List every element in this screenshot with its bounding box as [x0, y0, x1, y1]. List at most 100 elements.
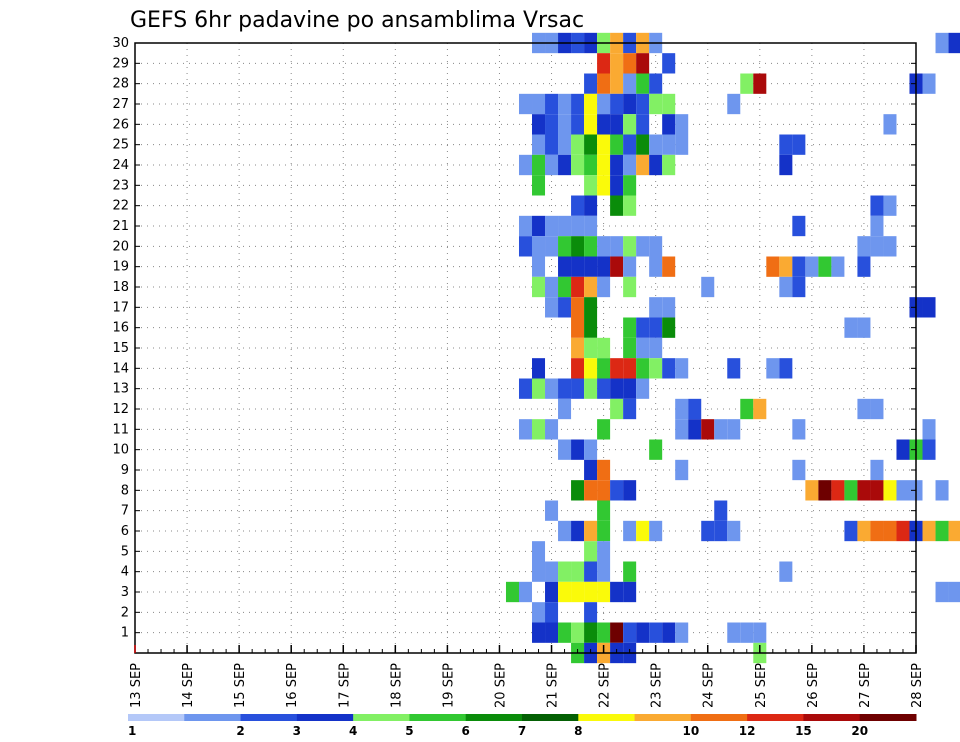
heatmap-cell [896, 439, 910, 460]
heatmap-cell [584, 581, 598, 603]
heatmap-cell [610, 480, 624, 501]
y-tick-label: 25 [112, 138, 129, 153]
heatmap-cell [779, 276, 793, 298]
x-tick-label: 19 SEP [441, 663, 456, 708]
heatmap-cell [558, 520, 572, 542]
heatmap-cell [792, 215, 806, 237]
colorbar-swatch [465, 714, 523, 721]
heatmap-cell [792, 256, 806, 277]
heatmap-cell [571, 195, 585, 216]
heatmap-cell [935, 32, 949, 54]
heatmap-cell [857, 256, 871, 277]
heatmap-cell [584, 622, 598, 643]
heatmap-cell [701, 276, 715, 298]
heatmap-cell [662, 622, 676, 643]
heatmap-cell [948, 520, 960, 542]
heatmap-cell [532, 236, 546, 257]
colorbar-label: 2 [236, 724, 244, 738]
heatmap-cell [818, 256, 832, 277]
heatmap-cell [597, 53, 611, 74]
heatmap-cell [636, 358, 650, 379]
heatmap-cell [623, 236, 637, 257]
heatmap-cell [571, 114, 585, 135]
heatmap-cell [792, 276, 806, 298]
heatmap-cell [584, 175, 598, 196]
heatmap-cell [571, 439, 585, 460]
heatmap-cell [558, 378, 572, 399]
heatmap-cell [518, 378, 533, 399]
y-axis-ticks: 1234567891011121314151617181920212223242… [112, 36, 916, 641]
heatmap-cell [636, 134, 650, 155]
heatmap-cell [545, 236, 559, 257]
heatmap-cell [558, 622, 572, 643]
heatmap-cell [623, 73, 637, 94]
colorbar-label: 15 [795, 724, 812, 738]
heatmap-cell [584, 378, 598, 399]
heatmap-cell [649, 317, 663, 338]
heatmap-cell [662, 93, 676, 115]
y-tick-label: 6 [121, 524, 129, 539]
heatmap-cell [766, 358, 780, 379]
heatmap-cell [649, 520, 663, 542]
heatmap-cell [518, 93, 533, 115]
heatmap-cell [649, 439, 663, 460]
x-tick-label: 21 SEP [546, 663, 561, 708]
y-tick-label: 7 [121, 504, 129, 519]
heatmap-cell [558, 581, 572, 603]
heatmap-cell [532, 154, 546, 176]
heatmap-cell [870, 459, 884, 481]
heatmap-cell [727, 93, 741, 115]
heatmap-cell [636, 154, 650, 176]
heatmap-cell [558, 398, 572, 420]
y-tick-label: 28 [112, 77, 129, 92]
heatmap-cell [675, 358, 689, 379]
heatmap-cell [662, 114, 676, 135]
heatmap-cell [571, 561, 585, 582]
heatmap-cell [558, 154, 572, 176]
heatmap-cell [662, 154, 676, 176]
heatmap-cell [597, 175, 611, 196]
heatmap-cell [584, 276, 598, 298]
heatmap-cell [571, 358, 585, 379]
heatmap-cell [649, 73, 663, 94]
heatmap-cell [571, 276, 585, 298]
heatmap-cell [545, 378, 559, 399]
heatmap-cell [779, 358, 793, 379]
heatmap-cell [883, 114, 897, 135]
heatmap-cell [883, 480, 897, 501]
colorbar-label: 8 [574, 724, 582, 738]
heatmap-cell [597, 256, 611, 277]
heatmap-cell [857, 317, 871, 338]
heatmap-cell [831, 480, 845, 501]
heatmap-cell [636, 53, 650, 74]
heatmap-cell [610, 175, 624, 196]
y-tick-label: 26 [112, 117, 129, 132]
colorbar-label: 5 [405, 724, 413, 738]
heatmap-cell [597, 358, 611, 379]
heatmap-cell [623, 358, 637, 379]
heatmap-cell [792, 419, 806, 440]
y-tick-label: 4 [121, 565, 129, 580]
y-tick-label: 5 [121, 544, 129, 559]
y-tick-label: 29 [112, 56, 129, 71]
heatmap-cell [662, 256, 676, 277]
heatmap-cell [922, 73, 936, 94]
heatmap-cell [662, 297, 676, 318]
heatmap-cell [597, 93, 611, 115]
heatmap-cell [714, 419, 728, 440]
heatmap-cell [636, 93, 650, 115]
heatmap-cell [675, 114, 689, 135]
colorbar-label: 4 [349, 724, 357, 738]
heatmap-cell [623, 53, 637, 74]
colorbar-swatch [296, 714, 354, 721]
heatmap-cell [597, 154, 611, 176]
colorbar-swatch [803, 714, 861, 721]
heatmap-cell [597, 236, 611, 257]
heatmap-cell [701, 520, 715, 542]
heatmap-cell [792, 459, 806, 481]
heatmap-cell [545, 297, 559, 318]
heatmap-cell [623, 581, 637, 603]
heatmap-cell [623, 561, 637, 582]
heatmap-cell [623, 520, 637, 542]
heatmap-cell [584, 236, 598, 257]
